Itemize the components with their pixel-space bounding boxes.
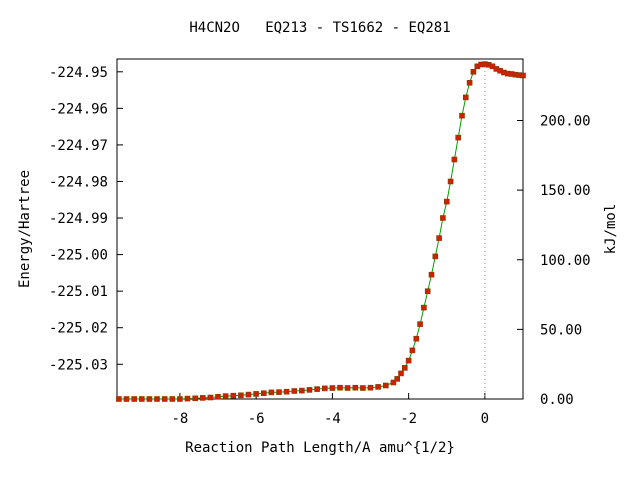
data-point (192, 395, 198, 402)
data-point (321, 385, 328, 392)
y2-axis-label: kJ/mol (603, 204, 619, 255)
data-point (291, 388, 298, 394)
y-tick-label: -224.96 (49, 101, 108, 117)
data-point (238, 392, 244, 399)
y-tick-label: -224.95 (49, 65, 108, 81)
y-tick-label: -225.00 (49, 248, 108, 264)
data-point (314, 386, 320, 392)
data-point (207, 394, 214, 401)
data-point (466, 80, 473, 86)
data-point (462, 94, 469, 101)
data-point (417, 321, 423, 327)
y-tick-label: -225.01 (49, 284, 108, 300)
data-point (432, 253, 439, 260)
data-point (337, 384, 343, 391)
data-point (169, 396, 176, 402)
y-tick-label: -224.99 (49, 211, 108, 227)
data-point (161, 396, 168, 402)
x-tick-label: 0 (481, 411, 489, 427)
data-point (146, 396, 153, 402)
data-point (260, 390, 267, 397)
y2-axis-ticks: 0.00 50.00 100.00 150.00 200.00 (517, 114, 591, 408)
data-point (215, 393, 221, 400)
data-point (154, 396, 160, 402)
data-point (451, 156, 458, 163)
data-point (382, 382, 389, 389)
x-axis-label: Reaction Path Length/A amu^{1/2} (185, 440, 455, 456)
series-points (116, 61, 526, 402)
data-point (200, 395, 206, 401)
y2-tick-label: 0.00 (540, 392, 574, 408)
y2-tick-label: 50.00 (540, 322, 582, 338)
data-point (455, 134, 462, 141)
chart-title: H4CN2O EQ213 - TS1662 - EQ281 (189, 20, 450, 36)
data-point (116, 396, 122, 402)
data-point (245, 391, 252, 398)
data-point (352, 384, 359, 391)
data-point (443, 198, 450, 205)
data-point (520, 72, 526, 79)
y-axis-label: Energy/Hartree (17, 170, 33, 288)
y-tick-label: -225.03 (49, 357, 108, 373)
data-point (398, 370, 404, 377)
data-point (222, 393, 229, 399)
data-point (375, 384, 381, 390)
data-point (283, 388, 290, 395)
data-point (184, 395, 191, 402)
data-point (367, 384, 374, 391)
y2-tick-label: 100.00 (540, 253, 591, 269)
data-point (440, 215, 446, 221)
y-axis-ticks: -224.95 -224.96 -224.97 -224.98 -224.99 -225.… (49, 65, 123, 373)
data-point (131, 396, 137, 402)
data-point (447, 178, 454, 185)
y-tick-label: -224.97 (49, 138, 108, 154)
plot-frame (116, 58, 524, 400)
data-point (268, 389, 275, 396)
data-point (394, 376, 401, 382)
data-point (405, 357, 412, 364)
y-tick-label: -225.02 (49, 321, 108, 337)
data-point (470, 69, 477, 75)
data-point (306, 387, 313, 393)
x-axis-ticks: -8 -6 -4 -2 0 (171, 393, 489, 427)
data-point (413, 335, 420, 342)
data-point (344, 385, 351, 391)
data-point (299, 387, 305, 394)
x-tick-label: -8 (171, 411, 188, 427)
y2-tick-label: 150.00 (540, 183, 591, 199)
data-point (421, 304, 427, 311)
data-point (436, 235, 442, 241)
data-point (123, 396, 130, 402)
data-point (360, 385, 366, 391)
data-point (459, 112, 465, 119)
x-tick-label: -2 (400, 411, 417, 427)
data-point (390, 379, 397, 386)
data-point (139, 396, 145, 402)
data-point (276, 389, 282, 395)
x-tick-label: -6 (248, 411, 265, 427)
y-tick-label: -224.98 (49, 174, 108, 190)
data-point (401, 365, 408, 371)
data-point (428, 271, 435, 278)
data-point (177, 396, 183, 402)
data-point (253, 391, 259, 397)
data-point (230, 392, 237, 399)
x-tick-label: -4 (324, 411, 341, 427)
data-point (329, 385, 336, 391)
y2-tick-label: 200.00 (540, 114, 591, 130)
data-point (409, 347, 416, 354)
data-point (424, 288, 431, 295)
